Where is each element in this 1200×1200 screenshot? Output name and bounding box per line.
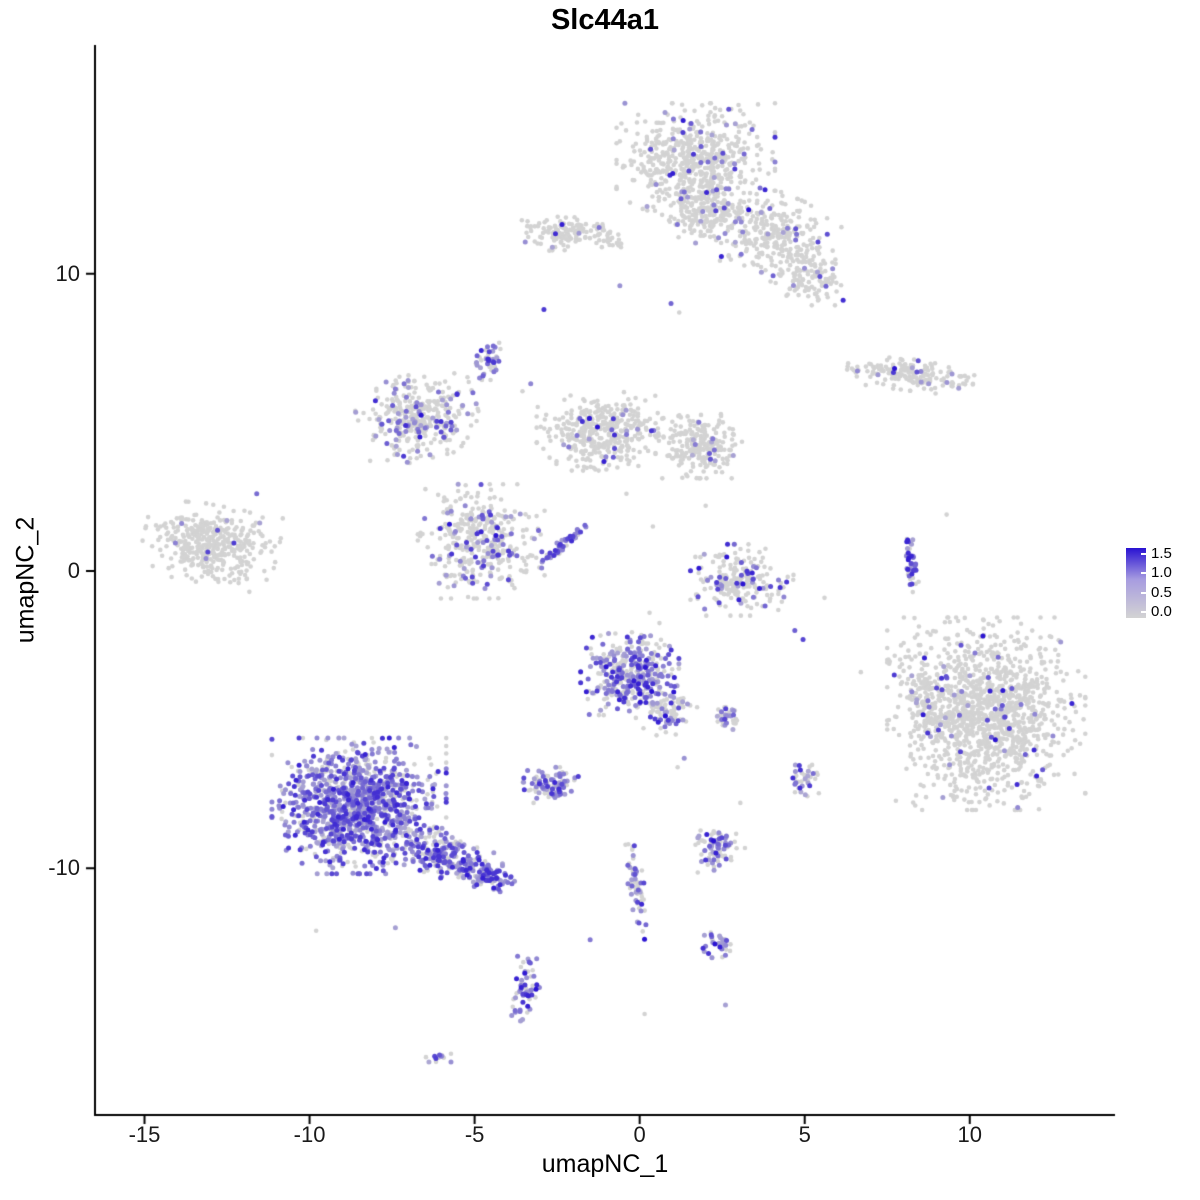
legend-colorbar <box>1126 548 1146 618</box>
legend-label: 1.5 <box>1151 545 1172 562</box>
legend-label: 0.5 <box>1151 584 1172 601</box>
x-tick-label: -15 <box>128 1122 161 1147</box>
legend-label: 0.0 <box>1151 603 1172 620</box>
legend-tick <box>1141 553 1146 555</box>
x-axis-title: umapNC_1 <box>541 1150 669 1178</box>
legend-label: 1.0 <box>1151 564 1172 581</box>
x-tick-label: 10 <box>957 1122 982 1147</box>
legend-tick <box>1141 611 1146 613</box>
plot-title: Slc44a1 <box>550 4 660 36</box>
x-tick-label: 0 <box>633 1122 646 1147</box>
y-tick-label: -10 <box>48 855 80 881</box>
x-tick-label: 5 <box>798 1122 811 1147</box>
legend-tick <box>1141 572 1146 574</box>
x-tick-label: -10 <box>293 1122 326 1147</box>
legend-tick <box>1141 592 1146 594</box>
expression-legend: 1.5 1.0 0.5 0.0 <box>1126 545 1200 620</box>
y-tick-label: 0 <box>67 558 80 584</box>
y-tick-label: 10 <box>55 260 80 286</box>
x-tick-label: -5 <box>464 1122 485 1147</box>
